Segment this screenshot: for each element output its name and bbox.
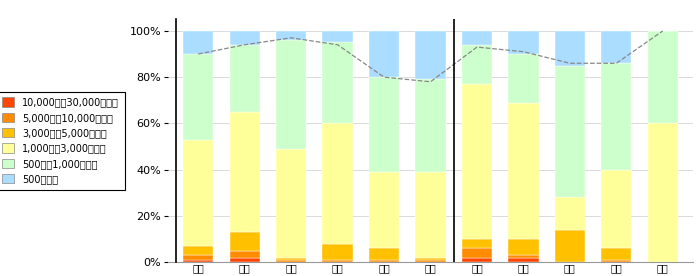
Bar [369, 248, 399, 260]
Bar [369, 77, 399, 172]
Bar [601, 260, 631, 262]
Bar [508, 103, 538, 239]
Bar [276, 258, 306, 260]
Bar [183, 246, 214, 255]
Bar [508, 239, 538, 255]
Bar [230, 232, 260, 251]
Bar [462, 248, 492, 258]
Bar [415, 31, 446, 79]
Bar [601, 31, 631, 63]
Bar [601, 248, 631, 260]
Bar [183, 31, 214, 54]
Bar [276, 149, 306, 258]
Bar [183, 54, 214, 140]
Bar [415, 258, 446, 260]
Bar [508, 31, 538, 54]
Bar [462, 239, 492, 248]
Bar [508, 255, 538, 258]
Bar [183, 140, 214, 246]
Bar [230, 258, 260, 262]
Bar [230, 31, 260, 45]
Bar [648, 31, 678, 123]
Bar [230, 112, 260, 232]
Bar [415, 79, 446, 172]
Bar [276, 260, 306, 262]
Bar [323, 31, 353, 43]
Bar [323, 260, 353, 262]
Bar [369, 260, 399, 262]
Bar [601, 63, 631, 170]
Bar [462, 258, 492, 262]
Bar [276, 31, 306, 40]
Bar [323, 244, 353, 260]
Bar [415, 260, 446, 262]
Bar [555, 31, 585, 66]
Legend: 10,000円～30,000円未満, 5,000円～10,000円未満, 3,000円～5,000円未満, 1,000円～3,000円未満, 500円～1,00: 10,000円～30,000円未満, 5,000円～10,000円未満, 3,0… [0, 92, 125, 190]
Bar [555, 197, 585, 230]
Bar [462, 45, 492, 84]
Bar [369, 172, 399, 248]
Bar [183, 260, 214, 262]
Bar [323, 123, 353, 244]
Bar [462, 84, 492, 239]
Bar [508, 258, 538, 262]
Bar [183, 255, 214, 260]
Bar [415, 172, 446, 258]
Bar [601, 170, 631, 248]
Bar [276, 40, 306, 149]
Bar [230, 251, 260, 258]
Bar [508, 54, 538, 103]
Bar [555, 230, 585, 262]
Bar [369, 31, 399, 77]
Bar [462, 31, 492, 45]
Bar [323, 43, 353, 123]
Bar [555, 66, 585, 197]
Bar [648, 123, 678, 262]
Bar [230, 45, 260, 112]
